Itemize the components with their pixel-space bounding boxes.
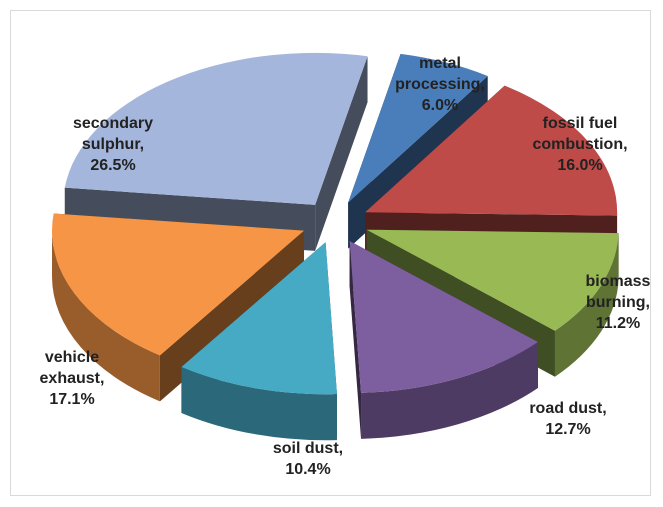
pie-slice-top-biomass-burning xyxy=(366,229,619,331)
pie-slice-rim-vehicle-exhaust xyxy=(52,230,160,402)
slice-label-fossil-fuel-combustion: fossil fuel combustion, 16.0% xyxy=(532,115,628,174)
pie-slice-road-dust xyxy=(349,241,538,439)
pie-slice-rim-road-dust xyxy=(361,342,538,439)
slice-label-secondary-sulphur: secondary sulphur, 26.5% xyxy=(72,115,154,174)
pie-slice-top-soil-dust xyxy=(181,242,337,395)
pie-slice-top-secondary-sulphur xyxy=(64,52,368,205)
pie-slice-wall-secondary-sulphur-end xyxy=(315,56,368,251)
pie-slice-top-metal-processing xyxy=(348,53,488,203)
slice-label-road-dust: road dust, 12.7% xyxy=(529,400,607,438)
chart-border xyxy=(10,10,651,496)
slice-label-metal-processing: metal processing, 6.0% xyxy=(395,55,485,114)
pie-slice-top-fossil-fuel-combustion xyxy=(365,85,618,216)
pie-slice-rim-biomass-burning xyxy=(554,233,619,377)
pie-slices xyxy=(52,52,619,441)
pie-slice-top-vehicle-exhaust xyxy=(52,213,305,356)
pie-slice-top-road-dust xyxy=(349,241,538,393)
slice-label-vehicle-exhaust: vehicle exhaust, 17.1% xyxy=(39,349,105,408)
pie-slice-rim-soil-dust xyxy=(181,366,337,441)
pie-slice-soil-dust xyxy=(181,242,337,441)
slice-label-biomass-burning: biomass burning, 11.2% xyxy=(585,273,651,332)
slice-label-soil-dust: soil dust, 10.4% xyxy=(272,440,344,478)
pie-slice-fossil-fuel-combustion xyxy=(365,85,618,262)
pie-slice-wall-road-dust-end xyxy=(349,241,362,439)
